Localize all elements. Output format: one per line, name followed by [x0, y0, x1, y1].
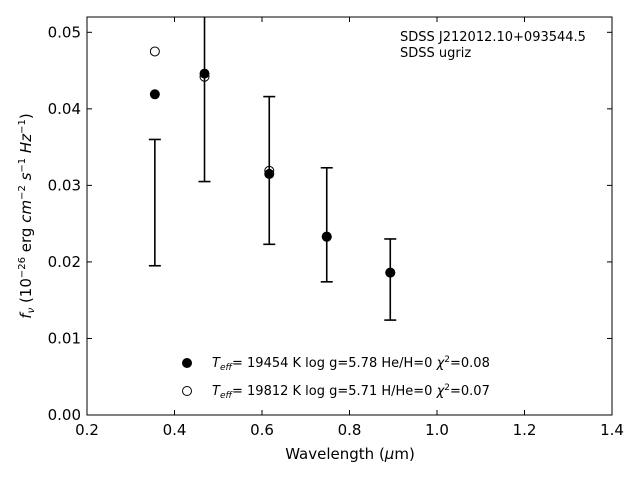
model-point-open [264, 165, 275, 176]
x-tick-label: 0.4 [163, 421, 187, 439]
model-point-filled [149, 89, 160, 100]
y-tick-label: 0.00 [48, 406, 81, 424]
y-tick-label: 0.05 [48, 23, 81, 41]
y-tick-label: 0.04 [48, 100, 81, 118]
data-points [149, 46, 396, 278]
legend-marker-open [182, 386, 192, 396]
y-tick-label: 0.03 [48, 176, 81, 194]
y-axis-ticks: 0.00 0.01 0.02 0.03 0.04 0.05 [48, 23, 612, 424]
legend-marker-filled [182, 358, 192, 368]
model-point-open [321, 231, 332, 242]
x-tick-label: 0.8 [338, 421, 362, 439]
model-point-open [199, 71, 210, 82]
x-tick-label: 0.6 [250, 421, 274, 439]
x-tick-label: 1.2 [513, 421, 537, 439]
legend-entry-2: Teff= 19812 K log g=5.71 H/He=0 χ2=0.07 [212, 383, 490, 401]
x-tick-label: 1.4 [600, 421, 624, 439]
model-point-open [385, 267, 396, 278]
x-tick-label: 0.2 [75, 421, 99, 439]
model-point-filled [264, 168, 275, 179]
x-tick-label: 1.0 [425, 421, 449, 439]
legend: Teff= 19454 K log g=5.78 He/H=0 χ2=0.08 … [182, 355, 490, 401]
y-tick-label: 0.02 [48, 253, 81, 271]
model-point-open [149, 46, 160, 57]
model-point-filled [199, 68, 210, 79]
annotation-object: SDSS J212012.10+093544.5 [400, 30, 586, 45]
annotation-filters: SDSS ugriz [400, 46, 471, 61]
y-axis-label: fν (10−26 erg cm−2 s−1 Hz−1) [17, 113, 37, 318]
legend-entry-1: Teff= 19454 K log g=5.78 He/H=0 χ2=0.08 [212, 355, 490, 373]
x-axis-ticks: 0.2 0.4 0.6 0.8 1.0 1.2 1.4 [75, 17, 624, 439]
y-tick-label: 0.01 [48, 329, 81, 347]
x-axis-label: Wavelength (μm) [285, 445, 415, 463]
